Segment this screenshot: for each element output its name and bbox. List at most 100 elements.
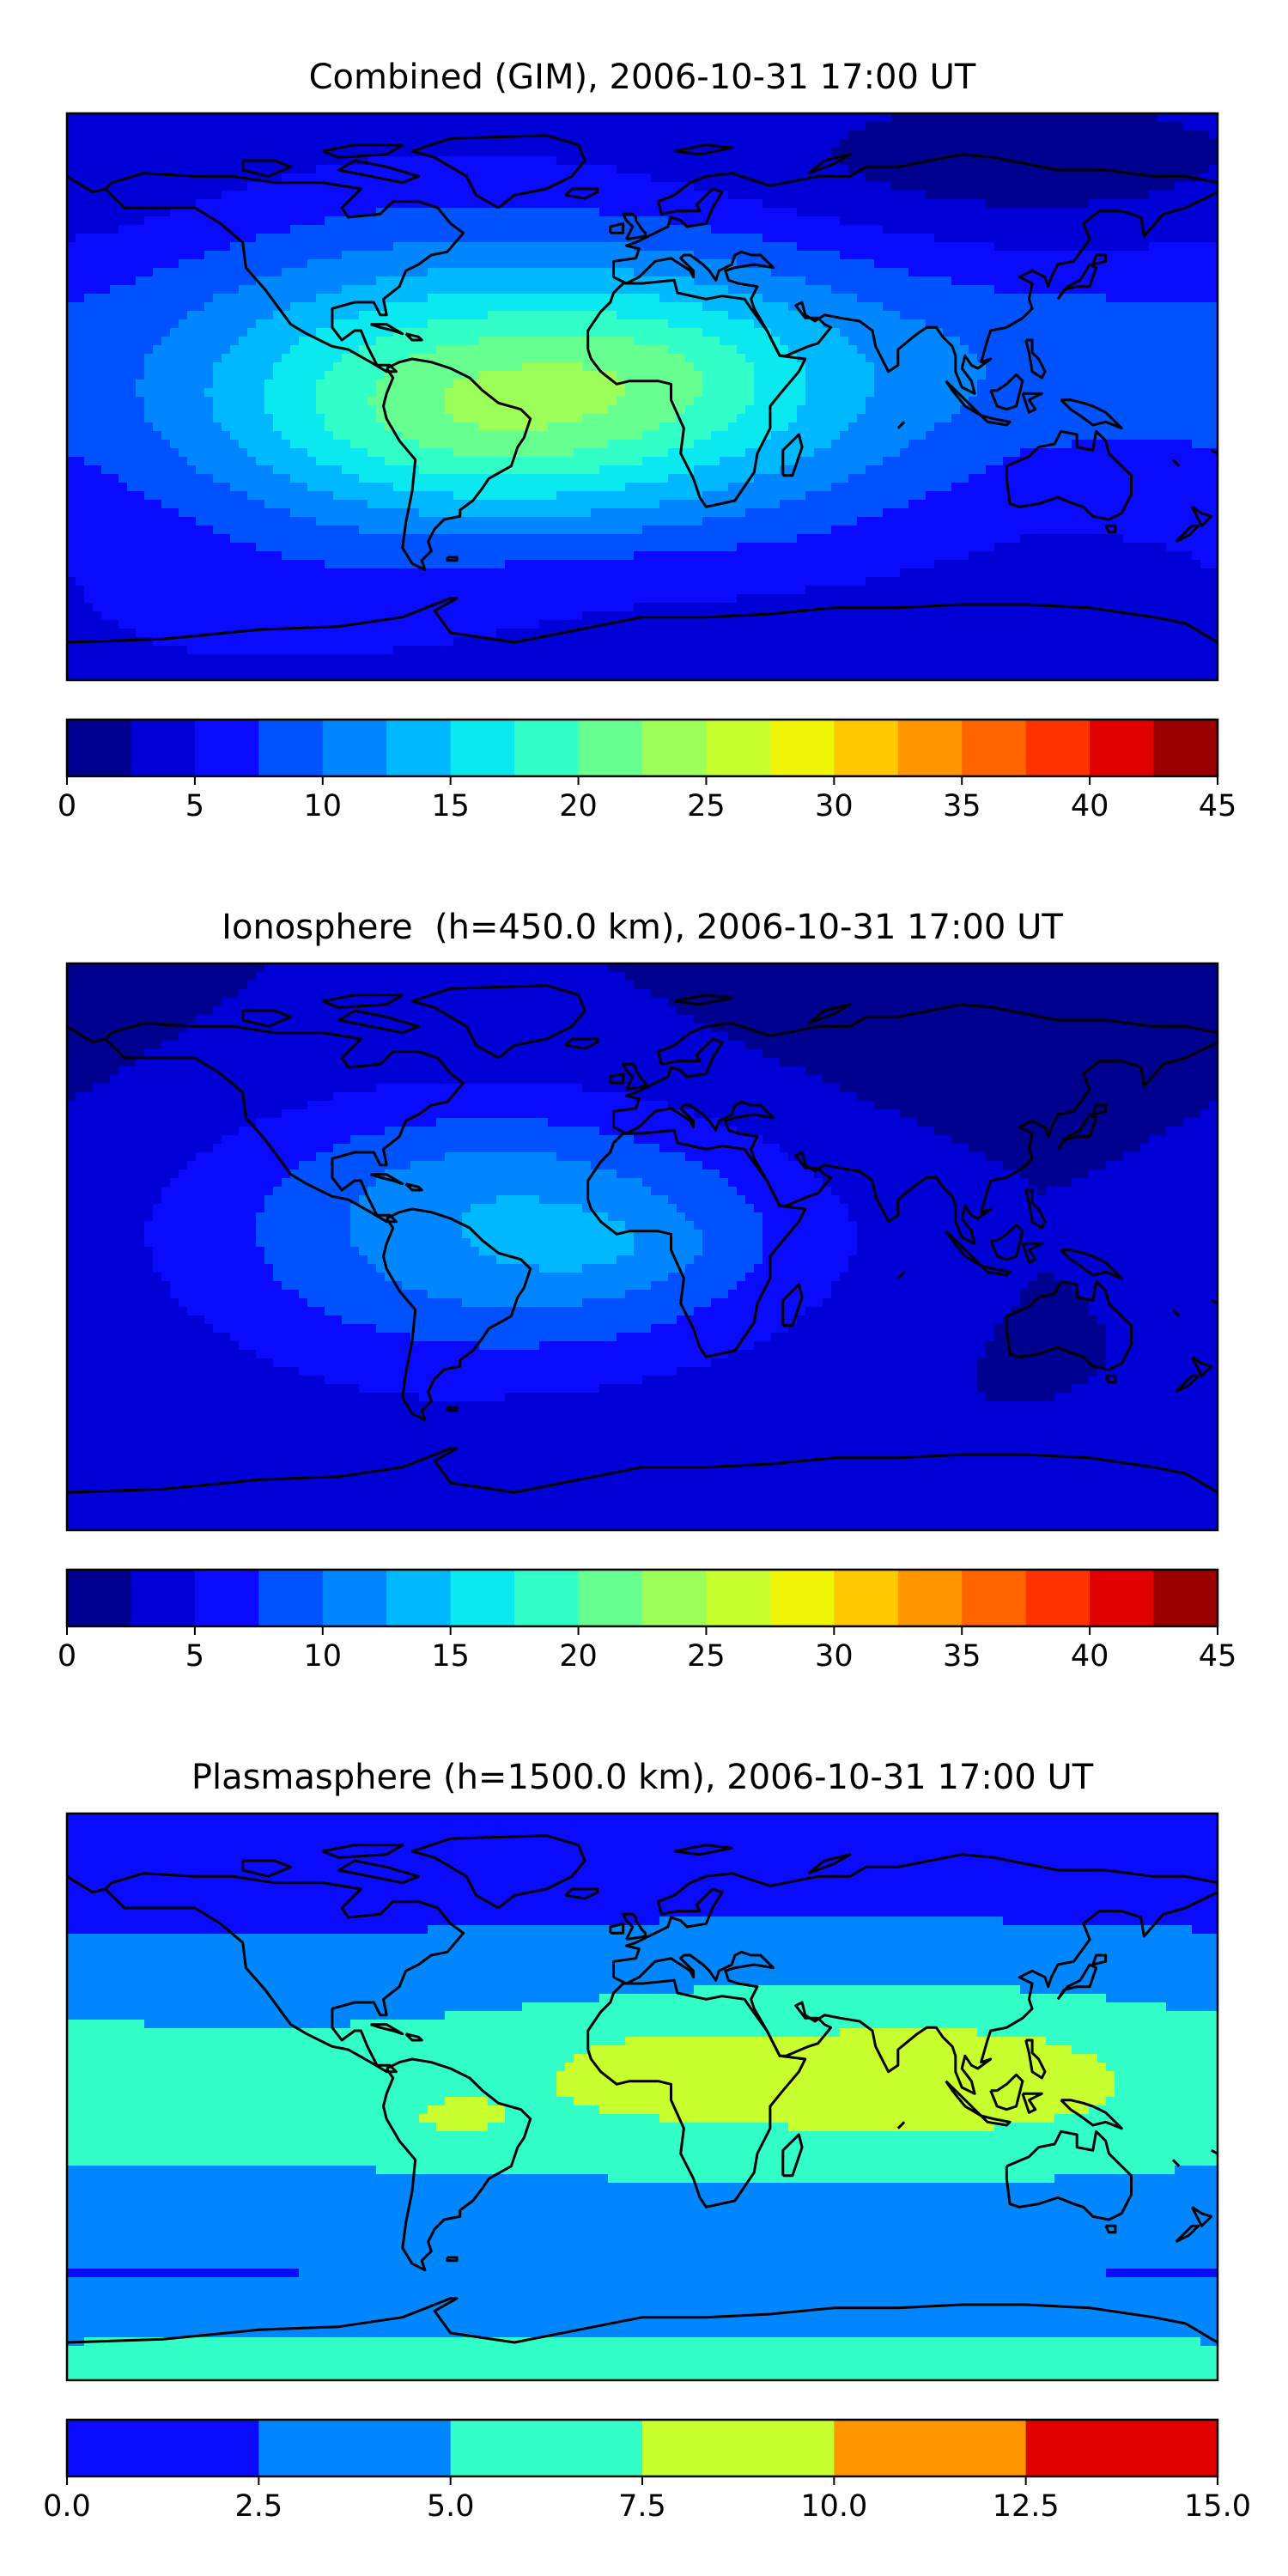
contour-cell	[67, 2080, 557, 2089]
contour-cell	[67, 1848, 1218, 1857]
contour-cell	[410, 1161, 592, 1170]
colorbar-swatch	[897, 1570, 963, 1626]
contour-cell	[934, 234, 1218, 243]
contour-cell	[342, 251, 695, 260]
contour-cell	[359, 1384, 600, 1394]
contour-cell	[986, 371, 1218, 380]
coastline	[1104, 1374, 1117, 1384]
contour-cell	[385, 371, 480, 380]
colorbar-swatch	[67, 720, 131, 776]
contour-cell	[1106, 1350, 1218, 1359]
contour-cell	[479, 422, 549, 432]
contour-cell	[67, 2354, 1218, 2364]
contour-cell	[771, 328, 841, 337]
contour-cell	[67, 663, 1218, 672]
contour-cell	[67, 208, 171, 217]
colorbar-swatch	[386, 720, 452, 776]
panel-plasmasphere: Plasmasphere (h=1500.0 km), 2006-10-31 1…	[43, 1758, 1251, 2524]
contour-cell	[986, 1152, 1124, 1162]
contour-cell	[685, 354, 746, 363]
contour-cell	[762, 1247, 858, 1256]
coastlines	[67, 1834, 1218, 2344]
contour-cell	[204, 388, 265, 398]
coastline	[410, 1834, 586, 1910]
coastline	[1021, 1242, 1043, 1264]
contour-cell	[67, 1367, 300, 1376]
contour-cell	[737, 345, 789, 355]
contour-cell	[762, 440, 832, 449]
contour-cell	[67, 2329, 1218, 2338]
contour-cell	[479, 371, 617, 380]
contour-cell	[848, 165, 1210, 174]
contour-cell	[213, 294, 317, 303]
contour-cell	[428, 294, 660, 303]
contour-cell	[67, 1891, 1218, 1900]
contour-cell	[548, 1118, 720, 1127]
contour-cell	[720, 457, 798, 466]
contour-cell	[840, 1273, 1038, 1282]
contour-cell	[179, 1298, 308, 1308]
contour-cell	[488, 311, 617, 320]
contour-cell	[282, 1109, 695, 1119]
contour-cell	[256, 1350, 729, 1359]
contour-cell	[67, 2208, 1218, 2218]
contour-cell	[67, 1814, 1218, 1823]
contour-cell	[144, 354, 222, 363]
contour-cell	[67, 1839, 1218, 1849]
contour-cell	[668, 216, 841, 226]
contour-cell	[702, 1238, 763, 1248]
contour-cell	[359, 1195, 497, 1205]
contour-cell	[539, 1264, 583, 1273]
contour-cell	[67, 371, 145, 380]
contour-cell	[359, 474, 669, 483]
contour-cell	[651, 989, 1218, 999]
colorbar-tick-label: 30	[815, 1639, 854, 1674]
colorbar-swatch	[258, 1570, 324, 1626]
contour-cell	[376, 208, 600, 217]
contour-cell	[213, 474, 291, 483]
contour-cell	[642, 1178, 729, 1188]
contour-cell	[67, 2260, 1218, 2269]
contour-cell	[625, 483, 729, 492]
coastline	[1005, 1279, 1133, 1371]
contour-cell	[728, 483, 832, 492]
contour-cell	[642, 1376, 978, 1385]
contour-cell	[874, 1101, 1210, 1110]
contour-cell	[67, 483, 128, 492]
contour-cell	[350, 1212, 463, 1222]
colorbar-swatch	[897, 720, 963, 776]
colorbar-swatch	[834, 1570, 899, 1626]
contour-cell	[797, 534, 1021, 544]
contour-cell	[67, 534, 231, 544]
contour-cell	[170, 440, 240, 449]
contour-cell	[273, 311, 360, 320]
contour-cell	[76, 1092, 334, 1102]
contour-cell	[67, 1410, 1218, 1419]
contour-cell	[694, 182, 892, 191]
contour-cell	[368, 397, 446, 406]
contour-cell	[256, 1118, 437, 1127]
contour-cell	[659, 1917, 1004, 1926]
contour-cell	[187, 457, 257, 466]
contour-cell	[359, 345, 437, 355]
contour-cell	[780, 1144, 969, 1153]
contour-cell	[67, 1032, 179, 1042]
coastline	[1175, 2224, 1200, 2244]
contour-cell	[1003, 1917, 1218, 1926]
colorbar-swatch	[1025, 1570, 1091, 1626]
contour-cell	[376, 414, 454, 423]
contour-cell	[745, 508, 884, 518]
contour-cell	[67, 457, 85, 466]
contour-cell	[282, 1178, 377, 1188]
contour-cell	[67, 1230, 145, 1239]
contour-cell	[153, 268, 283, 277]
contour-cell	[307, 1101, 669, 1110]
contour-cell	[702, 302, 789, 312]
contour-cell	[222, 998, 669, 1007]
colorbar-swatch	[514, 720, 580, 776]
contour-cell	[969, 397, 1218, 406]
contour-cell	[934, 560, 1201, 569]
contour-cell	[505, 2114, 660, 2123]
contour-cell	[213, 362, 274, 372]
contour-cell	[67, 989, 240, 999]
